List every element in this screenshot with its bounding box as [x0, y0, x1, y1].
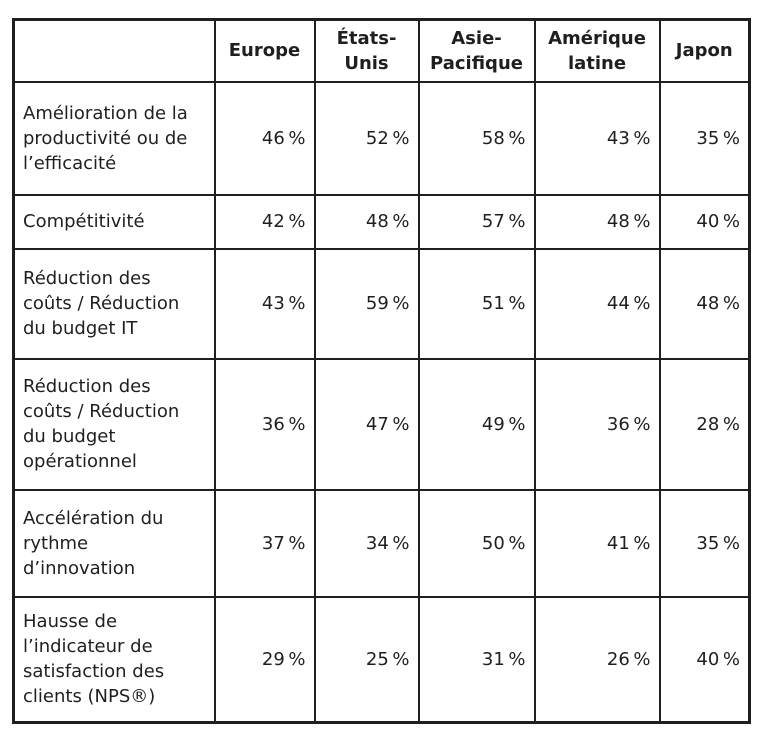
table-body: Amélioration de la productivité ou de l’…: [12, 80, 751, 724]
value-cell: 26 %: [533, 595, 661, 724]
value-cell: 29 %: [213, 595, 316, 724]
value-cell: 48 %: [313, 193, 420, 250]
table-row-satisfaction-nps: Hausse de l’indicateur de satisfaction d…: [12, 595, 751, 724]
value-cell: 51 %: [417, 247, 536, 360]
value-cell: 41 %: [533, 488, 661, 598]
table-row-competitivite: Compétitivité 42 % 48 % 57 % 48 % 40 %: [12, 193, 751, 250]
value-cell: 46 %: [213, 80, 316, 196]
value-cell: 59 %: [313, 247, 420, 360]
value-cell: 47 %: [313, 357, 420, 491]
header-etats-unis: États- Unis: [313, 18, 420, 83]
value-cell: 58 %: [417, 80, 536, 196]
value-cell: 42 %: [213, 193, 316, 250]
value-cell: 35 %: [658, 488, 751, 598]
corner-cell: [12, 18, 216, 83]
row-label: Réduction des coûts / Réduction du budge…: [12, 357, 216, 491]
table-header: Europe États- Unis Asie- Pacifique Améri…: [12, 18, 751, 83]
table-row-reduction-budget-operationnel: Réduction des coûts / Réduction du budge…: [12, 357, 751, 491]
value-cell: 35 %: [658, 80, 751, 196]
row-label: Compétitivité: [12, 193, 216, 250]
value-cell: 31 %: [417, 595, 536, 724]
row-label: Amélioration de la productivité ou de l’…: [12, 80, 216, 196]
row-label: Hausse de l’indicateur de satisfaction d…: [12, 595, 216, 724]
value-cell: 43 %: [213, 247, 316, 360]
row-label: Accélération du rythme d’innovation: [12, 488, 216, 598]
regional-percentages-table-container: Europe États- Unis Asie- Pacifique Améri…: [12, 18, 751, 724]
value-cell: 57 %: [417, 193, 536, 250]
table-row-productivite: Amélioration de la productivité ou de l’…: [12, 80, 751, 196]
table-row-acceleration-innovation: Accélération du rythme d’innovation 37 %…: [12, 488, 751, 598]
value-cell: 40 %: [658, 193, 751, 250]
value-cell: 36 %: [533, 357, 661, 491]
value-cell: 40 %: [658, 595, 751, 724]
regional-percentages-table: Europe États- Unis Asie- Pacifique Améri…: [12, 18, 751, 724]
header-amerique-latine: Amérique latine: [533, 18, 661, 83]
header-japon: Japon: [658, 18, 751, 83]
header-europe: Europe: [213, 18, 316, 83]
row-label: Réduction des coûts / Réduction du budge…: [12, 247, 216, 360]
value-cell: 25 %: [313, 595, 420, 724]
header-asie-pacifique: Asie- Pacifique: [417, 18, 536, 83]
value-cell: 36 %: [213, 357, 316, 491]
value-cell: 48 %: [533, 193, 661, 250]
value-cell: 44 %: [533, 247, 661, 360]
value-cell: 50 %: [417, 488, 536, 598]
value-cell: 48 %: [658, 247, 751, 360]
value-cell: 43 %: [533, 80, 661, 196]
value-cell: 37 %: [213, 488, 316, 598]
value-cell: 49 %: [417, 357, 536, 491]
value-cell: 28 %: [658, 357, 751, 491]
value-cell: 34 %: [313, 488, 420, 598]
table-row-reduction-budget-it: Réduction des coûts / Réduction du budge…: [12, 247, 751, 360]
value-cell: 52 %: [313, 80, 420, 196]
header-row: Europe États- Unis Asie- Pacifique Améri…: [12, 18, 751, 83]
